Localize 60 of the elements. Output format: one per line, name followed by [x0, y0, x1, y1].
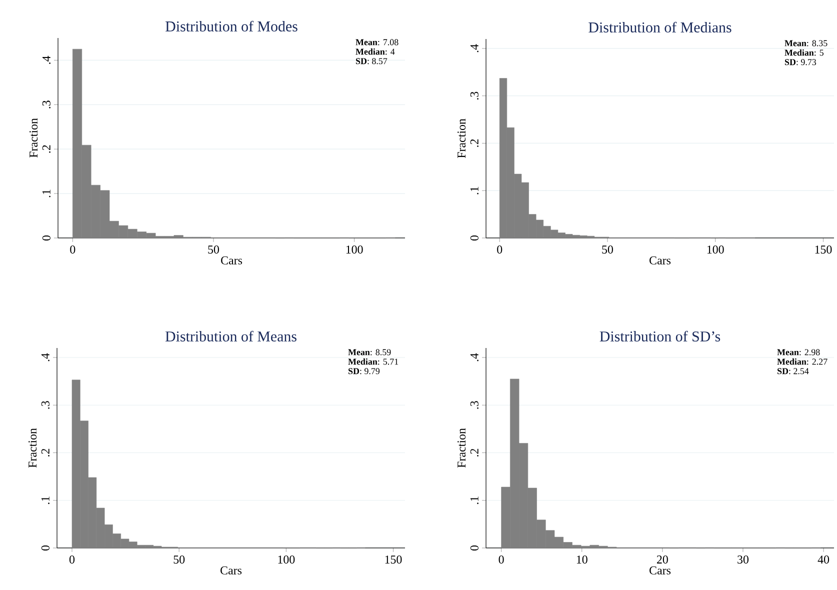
x-tick-label: 40 [818, 556, 830, 564]
y-tick-label: .4 [41, 353, 50, 362]
y-tick-label: .3 [42, 100, 50, 108]
y-tick-label: 0 [42, 235, 50, 241]
x-tick-label: 0 [70, 246, 76, 254]
annotation: Median: 5 [784, 49, 824, 56]
chart-title: Distribution of Medians [588, 22, 732, 32]
annotation: Median: 5.71 [348, 358, 398, 365]
chart-title: Distribution of Means [165, 330, 296, 342]
y-axis-title: Fraction [28, 428, 37, 468]
y-tick-label: .3 [41, 401, 50, 409]
y-tick-label: .2 [42, 145, 50, 153]
y-tick-label: .4 [42, 56, 50, 64]
y-tick-label: .1 [470, 186, 478, 194]
annotation: SD: 9.73 [784, 59, 816, 66]
y-tick-label: .4 [470, 44, 478, 52]
y-tick-label: 0 [470, 235, 478, 241]
y-tick-label: .4 [470, 353, 478, 362]
x-tick-label: 100 [278, 556, 295, 564]
x-tick-label: 0 [69, 556, 75, 564]
x-axis-title: Cars [650, 256, 671, 264]
y-tick-label: .1 [42, 190, 50, 198]
chart-title: Distribution of Modes [166, 20, 298, 32]
y-tick-label: .1 [41, 496, 50, 504]
y-tick-label: 0 [41, 545, 50, 551]
y-tick-label: 0 [470, 545, 478, 551]
y-tick-label: .3 [470, 92, 478, 100]
chart-title: Distribution of SD’s [600, 330, 720, 342]
annotation: Mean: 8.59 [348, 349, 391, 356]
x-tick-label: 30 [738, 556, 748, 564]
y-tick-label: .3 [470, 401, 478, 409]
x-tick-label: 50 [174, 556, 185, 564]
x-tick-label: 10 [576, 556, 588, 564]
x-tick-label: 100 [346, 246, 363, 254]
annotation: Mean: 2.98 [777, 349, 820, 356]
x-tick-label: 50 [208, 246, 219, 254]
annotation: SD: 8.57 [356, 58, 388, 64]
annotation: Mean: 7.08 [356, 39, 398, 46]
annotation: Median: 4 [356, 48, 395, 55]
annotation: SD: 9.79 [348, 368, 380, 374]
x-tick-label: 150 [385, 556, 402, 564]
x-tick-label: 0 [497, 246, 502, 254]
x-axis-title: Cars [220, 566, 242, 574]
x-tick-label: 0 [498, 556, 504, 564]
y-axis-title: Fraction [30, 118, 38, 158]
x-tick-label: 50 [602, 246, 613, 254]
x-tick-label: 20 [656, 556, 668, 564]
annotation: Median: 2.27 [777, 358, 828, 365]
y-axis-title: Fraction [458, 118, 466, 158]
y-tick-label: .2 [41, 448, 50, 456]
x-axis-title: Cars [650, 566, 671, 574]
y-tick-label: .2 [470, 139, 478, 147]
x-tick-label: 150 [815, 246, 832, 254]
y-axis-title: Fraction [458, 428, 466, 468]
x-axis-title: Cars [221, 256, 242, 264]
y-tick-label: .2 [470, 448, 478, 456]
y-tick-label: .1 [470, 496, 478, 504]
annotation: SD: 2.54 [778, 368, 809, 374]
annotation: Mean: 8.35 [784, 40, 828, 46]
x-tick-label: 100 [707, 246, 724, 254]
